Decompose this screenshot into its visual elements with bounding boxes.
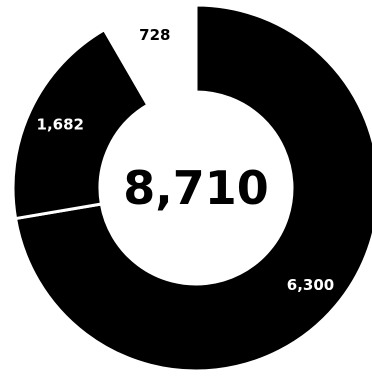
donut-value-label-1: 1,682 <box>37 115 84 133</box>
donut-slice-2 <box>102 3 198 107</box>
donut-slices <box>11 3 372 373</box>
donut-slice-1 <box>11 27 150 221</box>
donut-value-label-2: 728 <box>139 26 170 44</box>
donut-labels: 6,300 1,682 728 <box>37 26 335 294</box>
donut-value-label-0: 6,300 <box>287 276 334 294</box>
donut-center-total: 8,710 <box>123 161 269 215</box>
donut-slice-0 <box>13 3 372 373</box>
